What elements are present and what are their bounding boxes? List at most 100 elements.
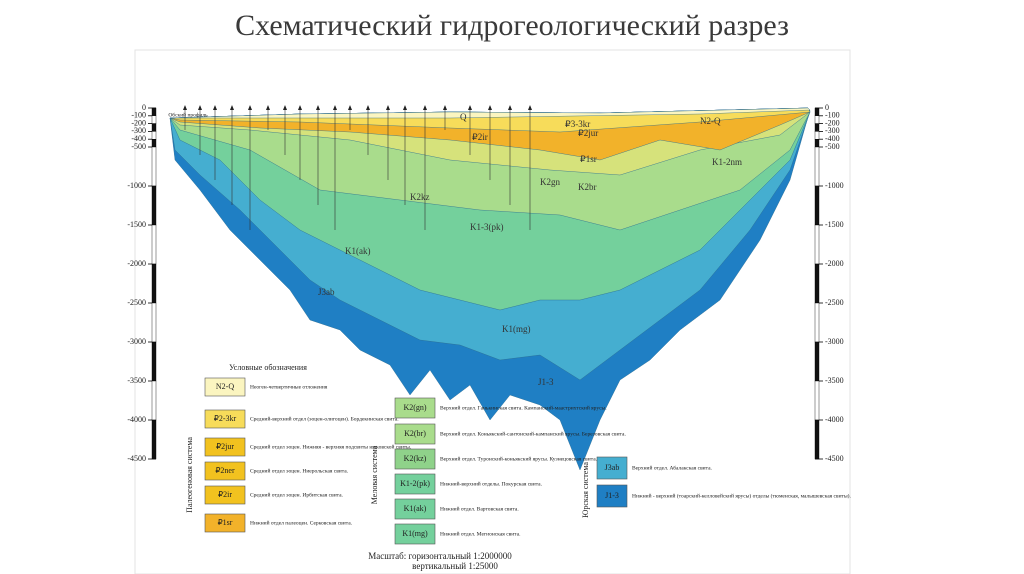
legend-text: Средний отдел эоцен. Ниерольская свита. — [250, 467, 349, 474]
scale-bar — [151, 115, 157, 124]
depth-label: -200 — [131, 118, 146, 127]
depth-label: -4500 — [127, 454, 146, 463]
scale-bar — [151, 131, 157, 140]
depth-label: -3000 — [825, 337, 844, 346]
legend-text: Средний отдел эоцен. Ирбитская свита. — [250, 491, 344, 498]
legend-code: J1-3 — [605, 491, 619, 500]
scale-bar — [814, 115, 820, 124]
well-marker — [198, 105, 202, 110]
layer-label: K1(ak) — [345, 246, 371, 256]
layer-label: K2kz — [410, 192, 430, 202]
well-marker — [528, 105, 532, 110]
well-marker — [266, 105, 270, 110]
depth-label: -3500 — [127, 376, 146, 385]
scale-text: вертикальный 1:25000 — [412, 561, 498, 571]
scale-bar — [151, 302, 157, 343]
legend-text: Верхний отдел. Абалакская свита. — [632, 464, 713, 471]
depth-label: 0 — [825, 103, 829, 112]
well-marker — [386, 105, 390, 110]
well-marker — [213, 105, 217, 110]
depth-label: -4000 — [825, 415, 844, 424]
legend-code: K1(ak) — [404, 504, 427, 513]
scale-bar — [151, 146, 157, 187]
legend-code: J3ab — [605, 463, 620, 472]
scale-bar — [151, 185, 157, 226]
layer-label: K1-2nm — [712, 157, 742, 167]
depth-label: -400 — [131, 134, 146, 143]
depth-label: -4500 — [825, 454, 844, 463]
depth-label: -3000 — [127, 337, 146, 346]
legend-swatch — [204, 437, 246, 457]
legend-swatch — [204, 377, 246, 397]
well-marker — [423, 105, 427, 110]
well-marker — [366, 105, 370, 110]
depth-label: -300 — [825, 126, 840, 135]
legend-code: ₽2-3kr — [214, 414, 237, 423]
well-marker — [488, 105, 492, 110]
well-marker — [183, 105, 187, 110]
legend-swatch — [204, 485, 246, 505]
depth-label: -4000 — [127, 415, 146, 424]
scale-bar — [151, 263, 157, 304]
legend-text: Нижний отдел. Мегионская свита. — [440, 530, 521, 537]
scale-bar — [151, 224, 157, 265]
layer-label: N2-Q — [700, 116, 721, 126]
scale-bar — [814, 224, 820, 265]
legend-text: Нижний отдел. Вартовская свита. — [440, 505, 519, 512]
depth-label: 0 — [142, 103, 146, 112]
layer-label: ₽3-3kr — [565, 119, 590, 129]
legend-code: ₽2jur — [216, 442, 234, 451]
legend-swatch — [394, 423, 436, 445]
legend-swatch — [394, 397, 436, 419]
well-marker — [333, 105, 337, 110]
scale-bar — [814, 138, 820, 148]
depth-label: -500 — [825, 142, 840, 151]
legend-text: Верхний отдел. Ганькинская свита. Кампан… — [440, 404, 607, 411]
legend-swatch — [394, 523, 436, 545]
depth-label: -400 — [825, 134, 840, 143]
well-marker — [248, 105, 252, 110]
legend-text: Нижний-верхний отделы. Покурская свита. — [440, 480, 543, 487]
scale-bar — [814, 123, 820, 132]
layer-label: K1-3(pk) — [470, 222, 504, 232]
legend-swatch — [204, 513, 246, 533]
depth-label: -2000 — [127, 259, 146, 268]
legend-heading: Условные обозначения — [229, 363, 307, 372]
well-marker — [348, 105, 352, 110]
profile-label: Обский профиль — [168, 111, 208, 118]
legend-swatch — [394, 473, 436, 495]
scale-bar — [814, 146, 820, 187]
legend: N2-Q Неоген-четвертичные отложения ₽2-3kr С… — [204, 377, 851, 545]
well-marker — [468, 105, 472, 110]
scale-bar — [151, 341, 157, 382]
legend-swatch — [394, 448, 436, 470]
legend-text: Нижний - верхний (тоарский-келловейский … — [632, 492, 851, 499]
legend-text: Средний-верхний отдел (эоцен-олигоцен). … — [250, 415, 399, 422]
depth-label: -1500 — [127, 220, 146, 229]
layer-label: ₽2jur — [578, 128, 598, 138]
depth-label: -1000 — [127, 181, 146, 190]
legend-code: ₽1sr — [218, 518, 233, 527]
legend-code: ₽2ir — [218, 490, 232, 499]
legend-swatch — [204, 461, 246, 481]
legend-code: K1-2(pk) — [400, 479, 430, 488]
layer-label: K2br — [578, 182, 597, 192]
depth-label: -3500 — [825, 376, 844, 385]
well-marker — [230, 105, 234, 110]
well-marker — [298, 105, 302, 110]
well-marker — [283, 105, 287, 110]
legend-text: Верхний отдел. Коньякский-сантонский-кам… — [440, 430, 626, 437]
depth-label: -1000 — [825, 181, 844, 190]
legend-text: Верхний отдел. Туронский-коньякский ярус… — [440, 455, 598, 462]
scale-bar — [814, 107, 820, 116]
legend-swatch — [596, 484, 628, 508]
legend-text: Средний отдел эоцен. Нижняя - верхняя по… — [250, 443, 412, 450]
scale-bar — [814, 302, 820, 343]
legend-code: K2(kz) — [404, 454, 427, 463]
legend-swatch — [596, 456, 628, 480]
legend-text: Нижний отдел палеоцен. Серковская свита. — [250, 519, 353, 526]
scale-bar — [151, 380, 157, 421]
depth-label: -2000 — [825, 259, 844, 268]
legend-swatch — [204, 409, 246, 429]
